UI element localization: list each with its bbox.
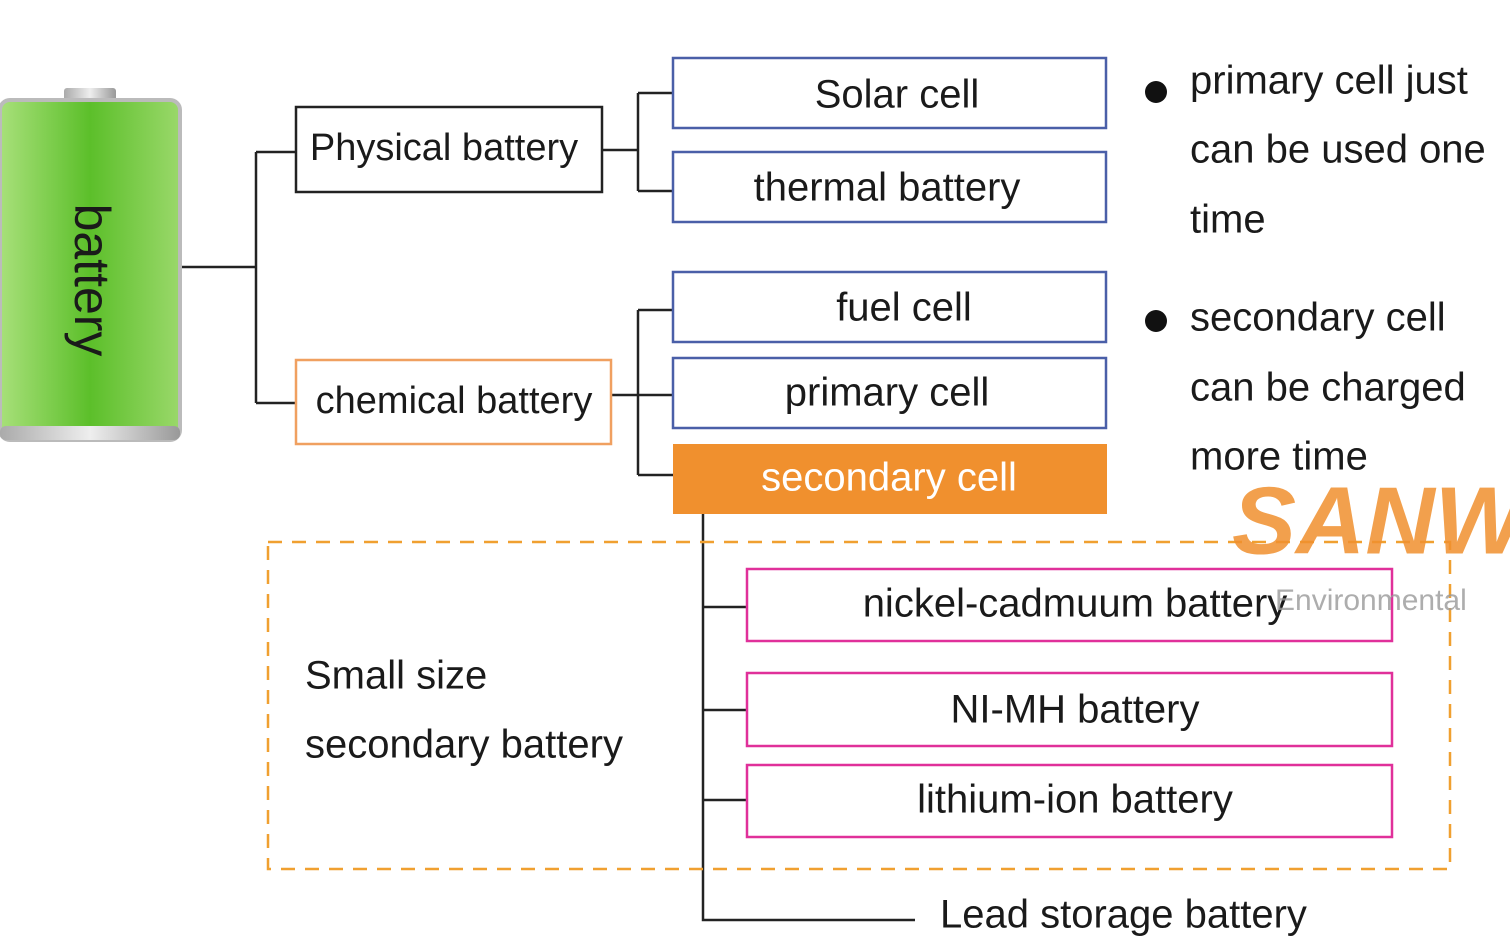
note-line: primary cell just — [1190, 59, 1468, 103]
type-label: Lead storage battery — [940, 893, 1307, 937]
branch-label: Physical battery — [310, 127, 578, 169]
bullet — [1145, 81, 1167, 103]
group-label: Small size — [305, 654, 487, 698]
child-label: Solar cell — [815, 73, 980, 117]
type-label: lithium-ion battery — [917, 778, 1233, 822]
note-line: can be charged — [1190, 366, 1466, 410]
battery-icon — [0, 88, 182, 442]
child-box — [671, 270, 1108, 344]
child-box-highlight — [673, 444, 1107, 514]
type-box — [745, 671, 1394, 748]
branch-box — [294, 358, 613, 446]
watermark-brand: SANW — [1232, 467, 1510, 574]
type-label: NI-MH battery — [951, 688, 1200, 732]
child-label: thermal battery — [754, 166, 1021, 210]
note-line: time — [1190, 198, 1266, 242]
branch-label: chemical battery — [316, 380, 593, 422]
note-line: can be used one — [1190, 128, 1486, 172]
type-box — [745, 567, 1394, 643]
note-line: secondary cell — [1190, 296, 1446, 340]
child-box — [671, 150, 1108, 224]
child-label: primary cell — [785, 371, 989, 415]
child-box — [671, 356, 1108, 430]
watermark-tagline: Environmental — [1275, 584, 1467, 617]
child-box — [671, 56, 1108, 130]
type-label: nickel-cadmuum battery — [863, 582, 1288, 626]
group-label: secondary battery — [305, 723, 623, 767]
child-label: fuel cell — [836, 286, 972, 330]
bullet — [1145, 310, 1167, 332]
type-box — [745, 763, 1394, 839]
root-label: battery — [64, 204, 120, 357]
note-line: more time — [1190, 435, 1368, 479]
connectors — [182, 91, 915, 922]
branch-box — [294, 105, 604, 194]
group-box — [266, 540, 1452, 871]
child-label: secondary cell — [761, 456, 1017, 500]
